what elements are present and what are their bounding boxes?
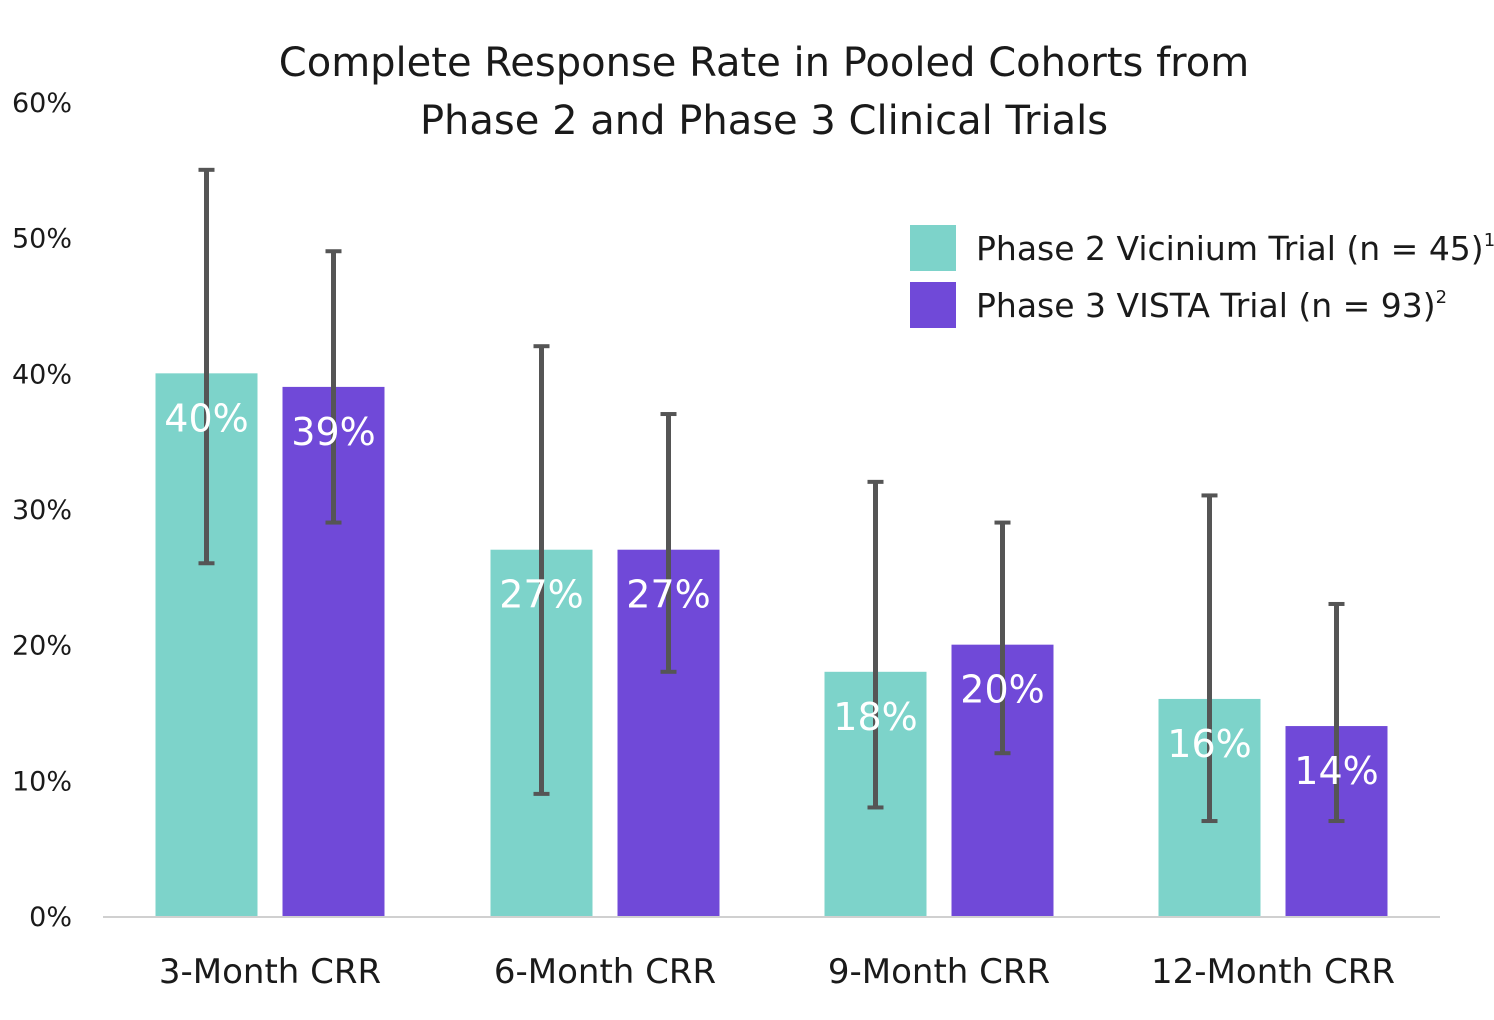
- bar-value-label: 27%: [499, 573, 583, 617]
- x-category-label: 3-Month CRR: [159, 952, 381, 992]
- legend-swatch: [910, 282, 956, 328]
- y-tick-label: 0%: [29, 902, 72, 933]
- legend-footnote-marker: 1: [1484, 230, 1494, 251]
- bars: [155, 373, 1388, 916]
- y-tick-label: 30%: [12, 495, 72, 526]
- legend-series-name: Phase 2 Vicinium Trial (n = 45): [976, 229, 1484, 268]
- bar-value-label: 16%: [1167, 722, 1251, 766]
- bar-value-label: 40%: [164, 396, 248, 440]
- chart-title-line: Phase 2 and Phase 3 Clinical Trials: [420, 98, 1108, 144]
- y-tick-label: 40%: [12, 359, 72, 390]
- x-category-label: 9-Month CRR: [828, 952, 1050, 992]
- x-category-label: 12-Month CRR: [1151, 952, 1395, 992]
- x-axis: 3-Month CRR 6-Month CRR 9-Month CRR 12-Mont…: [103, 916, 1440, 992]
- legend-swatch: [910, 225, 956, 271]
- legend: Phase 2 Vicinium Trial (n = 45)1 Phase 3 …: [910, 225, 1494, 328]
- legend-label: Phase 3 VISTA Trial (n = 93)2: [976, 286, 1447, 325]
- bar-value-label: 20%: [960, 668, 1044, 712]
- error-bars: [198, 167, 1345, 824]
- bar-value-label: 39%: [291, 410, 375, 454]
- bar-value-label: 18%: [833, 695, 917, 739]
- chart-title-line: Complete Response Rate in Pooled Cohorts…: [279, 40, 1249, 86]
- legend-label: Phase 2 Vicinium Trial (n = 45)1: [976, 229, 1494, 268]
- legend-series-name: Phase 3 VISTA Trial (n = 93): [976, 286, 1436, 325]
- data-labels: 40% 27% 18% 16% 39% 27% 20% 14%: [164, 396, 1378, 793]
- y-tick-label: 50%: [12, 224, 72, 255]
- chart-title: Complete Response Rate in Pooled Cohorts…: [279, 40, 1249, 144]
- legend-footnote-marker: 2: [1436, 287, 1447, 308]
- bar-value-label: 14%: [1294, 749, 1378, 793]
- y-tick-label: 10%: [12, 766, 72, 797]
- y-axis: 0% 10% 20% 30% 40% 50% 60%: [12, 88, 72, 933]
- y-tick-label: 60%: [12, 88, 72, 119]
- bar-value-label: 27%: [626, 573, 710, 617]
- y-tick-label: 20%: [12, 631, 72, 662]
- x-category-label: 6-Month CRR: [494, 952, 716, 992]
